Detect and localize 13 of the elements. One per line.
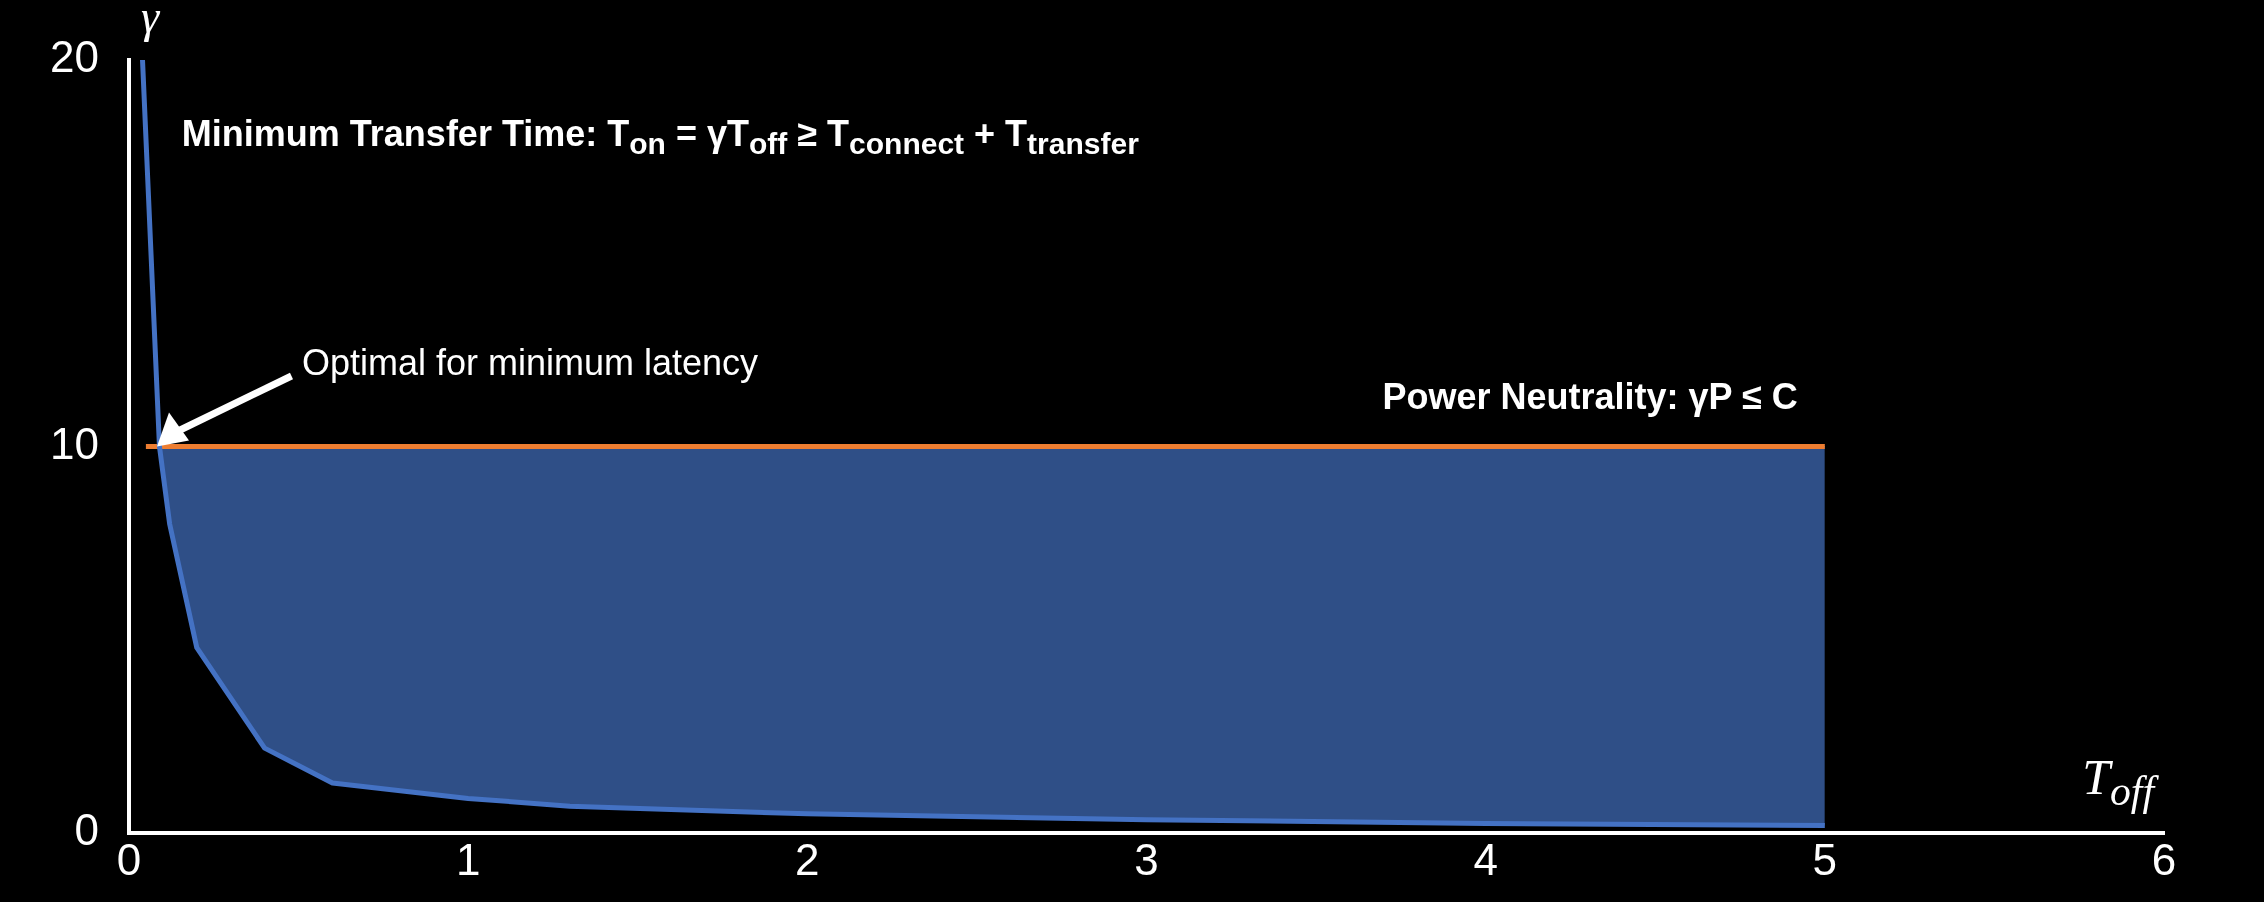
y-axis-title: γ (140, 0, 160, 43)
x-tick-label: 0 (116, 834, 142, 884)
y-tick-label: 10 (49, 418, 99, 468)
x-tick-label: 5 (1812, 834, 1838, 884)
y-tick-label: 20 (49, 32, 99, 82)
annotation: Optimal for minimum latency (301, 342, 759, 385)
x-tick-label: 4 (1473, 834, 1498, 884)
x-tick-label: 6 (2151, 834, 2177, 884)
x-tick-label: 1 (455, 834, 481, 884)
x-tick-label: 2 (795, 834, 820, 884)
x-tick-label: 3 (1134, 834, 1159, 884)
annotation: Power Neutrality: γP ≤ C (1382, 376, 1798, 419)
annotation: Minimum Transfer Time: T$_{on}$ = γT$_{off}$ ≥ T$_{connect}$ + T$_{transfer}$ (181, 113, 1139, 162)
